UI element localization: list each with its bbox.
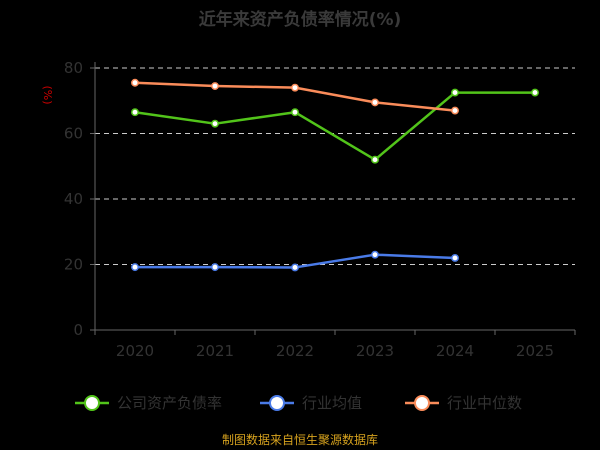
legend: 公司资产负债率 行业均值 行业中位数: [75, 394, 522, 412]
data-point: [371, 155, 379, 164]
data-point: [451, 88, 459, 97]
data-point: [451, 254, 459, 262]
legend-label: 行业均值: [302, 394, 362, 412]
x-axis: 2020 2021 2022 2023 2024 2025: [94, 329, 576, 360]
legend-label: 行业中位数: [447, 394, 522, 412]
y-axis: 0 20 40 60 80: [64, 59, 96, 339]
y-tick-label: 0: [73, 321, 83, 339]
y-tick-label: 80: [64, 59, 83, 77]
data-point: [131, 78, 139, 87]
data-point: [531, 88, 539, 97]
data-point: [291, 263, 299, 272]
y-tick-label: 40: [64, 190, 83, 208]
data-point: [211, 263, 219, 272]
x-tick-label: 2022: [276, 342, 314, 360]
x-tick-label: 2024: [436, 342, 474, 360]
data-point: [131, 263, 139, 272]
legend-label: 公司资产负债率: [117, 394, 222, 412]
data-point: [371, 250, 379, 259]
legend-marker: [84, 395, 100, 411]
x-tick-label: 2020: [116, 342, 154, 360]
y-tick-label: 20: [64, 256, 83, 274]
legend-marker: [269, 395, 285, 411]
x-tick-label: 2023: [356, 342, 394, 360]
data-point: [291, 108, 299, 117]
x-tick-label: 2021: [196, 342, 234, 360]
y-tick-label: 60: [64, 125, 83, 143]
series-line-0: [134, 91, 535, 161]
data-point: [291, 83, 299, 92]
data-point: [131, 108, 139, 117]
grid-lines: [95, 67, 575, 265]
source-note: 制图数据来自恒生聚源数据库: [222, 432, 378, 447]
data-point: [371, 98, 379, 107]
data-point: [451, 106, 459, 115]
legend-marker: [414, 395, 430, 411]
plot-series: [131, 78, 539, 272]
x-tick-label: 2025: [516, 342, 554, 360]
data-point: [211, 119, 219, 128]
data-point: [211, 82, 219, 90]
chart-title: 近年来资产负债率情况(%): [199, 9, 402, 30]
y-axis-unit: (%): [41, 85, 54, 104]
